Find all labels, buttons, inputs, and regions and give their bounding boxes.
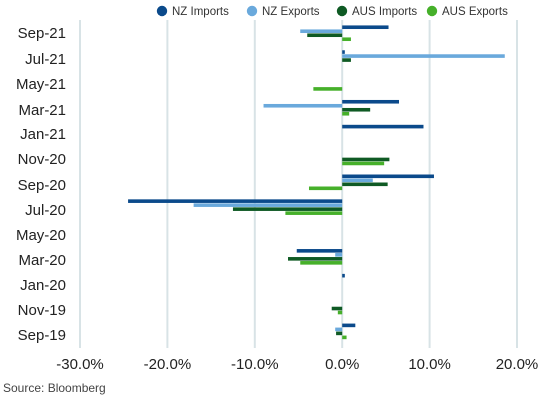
y-tick-label: May-21 [16, 76, 66, 93]
bar [307, 33, 343, 38]
bar [342, 50, 345, 54]
bar [342, 54, 505, 58]
bar [285, 211, 343, 215]
bar [193, 203, 343, 207]
x-axis-labels: -30.0% -20.0% -10.0% 0.0% 10.0% 20.0% [56, 356, 538, 373]
legend-label: AUS Imports [352, 6, 417, 18]
legend-label: AUS Exports [442, 6, 508, 18]
bar [288, 257, 343, 261]
bar [342, 161, 385, 166]
bar [263, 103, 343, 108]
bar [308, 186, 343, 191]
y-tick-label: Jul-21 [25, 51, 66, 68]
bar [342, 178, 373, 183]
bar [342, 99, 400, 104]
legend-marker [246, 5, 258, 17]
y-tick-label: Sep-21 [18, 25, 66, 42]
bar [300, 29, 343, 34]
y-axis-labels: Sep-21 Jul-21 May-21 Mar-21 Jan-21 Nov-20 Sep-… [16, 25, 66, 344]
y-tick-label: Nov-19 [18, 302, 66, 319]
bar [342, 157, 390, 162]
legend-label: NZ Imports [172, 6, 229, 18]
legend-marker [336, 5, 348, 17]
y-tick-label: Jul-20 [25, 202, 66, 219]
bar [342, 111, 350, 116]
y-tick-label: Sep-20 [18, 177, 66, 194]
x-tick-label: -10.0% [231, 356, 279, 373]
bar [342, 25, 389, 30]
bar [342, 174, 434, 179]
bar [342, 124, 424, 129]
y-tick-label: Mar-20 [18, 252, 66, 269]
bar [232, 207, 343, 211]
source-note: Source: Bloomberg [3, 381, 106, 395]
bar [331, 306, 343, 311]
bar [336, 331, 343, 336]
legend-marker [156, 5, 168, 17]
bar [342, 107, 371, 112]
y-tick-label: Sep-19 [18, 327, 66, 344]
bar [296, 249, 343, 253]
legend: NZ Imports NZ Exports AUS Imports AUS Expor… [156, 5, 508, 18]
x-tick-label: -30.0% [56, 356, 104, 373]
bar [335, 253, 343, 257]
x-tick-label: 0.0% [325, 356, 359, 373]
bar [335, 327, 343, 332]
bar [300, 261, 343, 265]
y-tick-label: May-20 [16, 227, 66, 244]
y-tick-label: Jan-20 [20, 277, 66, 294]
bar [342, 273, 345, 278]
legend-label: NZ Exports [262, 6, 320, 18]
bar [342, 58, 351, 62]
y-tick-label: Nov-20 [18, 151, 66, 168]
bar [342, 323, 356, 328]
x-tick-label: -20.0% [144, 356, 192, 373]
bar [342, 37, 351, 42]
x-tick-label: 20.0% [496, 356, 539, 373]
x-tick-label: 10.0% [408, 356, 451, 373]
bar [342, 182, 388, 187]
bar [313, 87, 343, 91]
bar [128, 199, 343, 203]
legend-marker [426, 5, 438, 17]
gridlines [79, 20, 518, 348]
y-tick-label: Jan-21 [20, 126, 66, 143]
bar [342, 335, 347, 340]
bars [128, 25, 505, 340]
bar [337, 310, 343, 315]
y-tick-label: Mar-21 [18, 102, 66, 119]
